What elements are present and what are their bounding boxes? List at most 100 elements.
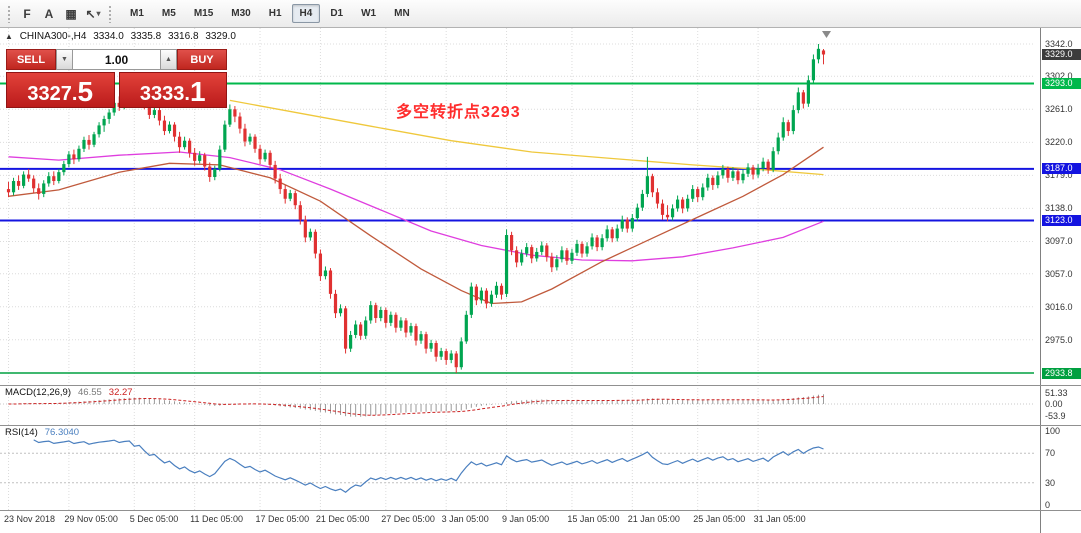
buy-button[interactable]: BUY — [177, 49, 227, 70]
candle-body — [459, 341, 463, 368]
timeframe-button-d1[interactable]: D1 — [330, 8, 344, 19]
candle-body — [243, 128, 247, 142]
volume-input[interactable]: 1.00 — [73, 49, 160, 70]
one-click-trade-panel: SELL ▼ 1.00 ▲ BUY 3327. 5 3333. 1 — [6, 49, 227, 108]
chart-shift-marker — [822, 31, 831, 38]
timeframe-button-mn[interactable]: MN — [394, 8, 410, 19]
candle-body — [595, 237, 599, 248]
candle-body — [313, 231, 317, 254]
price-axis[interactable]: 3342.0 3302.0 3261.0 3220.0 3179.0 3138.0 3097… — [1040, 28, 1081, 533]
symbol-period-label: CHINA300-,H4 — [19, 31, 87, 42]
candle-body — [706, 177, 710, 188]
candle-body — [374, 305, 378, 319]
timeframe-button-w1[interactable]: W1 — [361, 8, 377, 19]
macd-panel-canvas[interactable] — [0, 385, 1040, 425]
time-axis-label: 29 Nov 05:00 — [64, 514, 118, 524]
candle-body — [193, 152, 197, 161]
ask-price-display[interactable]: 3333. 1 — [118, 72, 227, 108]
rsi-label: RSI(14) 76.3040 — [5, 427, 79, 438]
candle-body — [384, 309, 388, 323]
macd-main-value: 46.55 — [78, 387, 102, 398]
candle-body — [82, 139, 86, 149]
timeframe-button-m15[interactable]: M15 — [193, 8, 214, 19]
sell-button[interactable]: SELL — [6, 49, 56, 70]
rsi-axis-label: 0 — [1045, 500, 1051, 510]
candle-body — [479, 290, 483, 301]
candle-body — [167, 124, 172, 132]
timeframe-button-m5[interactable]: M5 — [161, 8, 176, 19]
arrow-tools-button[interactable]: ↖ ▾ — [82, 3, 104, 25]
candle-body — [303, 219, 307, 238]
candle-body — [821, 50, 826, 55]
price-axis-label: 3179.0 — [1045, 170, 1073, 181]
candle-body — [736, 171, 740, 181]
macd-axis-label: 0.00 — [1045, 399, 1063, 409]
toolbar: F A ▦ ↖ ▾ M1 M5 M15 M30 H1 H4 D1 W1 MN — [0, 0, 1081, 28]
ma-medium-magenta — [8, 151, 824, 262]
text-label-icon: A — [44, 6, 54, 21]
candle-body — [484, 290, 489, 304]
candle-body — [731, 171, 735, 178]
candle-body — [535, 251, 539, 259]
macd-name: MACD(12,26,9) — [5, 387, 71, 398]
candle-body — [776, 137, 780, 152]
price-axis-label: 2975.0 — [1045, 334, 1073, 345]
timeframe-toolbar: M1 M5 M15 M30 H1 H4 D1 W1 MN — [121, 4, 419, 23]
candle-body — [152, 110, 157, 115]
candle-body — [560, 250, 564, 260]
timeframe-button-m1[interactable]: M1 — [130, 8, 144, 19]
candle-body — [449, 353, 453, 360]
bid-price-pip: 5 — [77, 76, 94, 108]
candle-body — [565, 250, 569, 261]
candle-body — [409, 326, 413, 333]
candle-body — [172, 124, 177, 137]
rsi-axis-label: 70 — [1045, 448, 1056, 459]
macd-axis-label: -53.9 — [1045, 410, 1066, 421]
candle-body — [494, 285, 499, 295]
panel-separator[interactable] — [0, 510, 1081, 511]
toolbar-grip[interactable] — [7, 4, 12, 23]
candle-body — [62, 164, 66, 173]
candle-body — [268, 152, 272, 165]
candle-body — [525, 247, 529, 254]
candle-body — [580, 243, 584, 254]
candle-body — [691, 189, 695, 199]
time-axis-label: 3 Jan 05:00 — [441, 514, 489, 524]
candle-body — [711, 177, 715, 186]
timeframe-button-h1[interactable]: H1 — [268, 8, 282, 19]
volume-increase-button[interactable]: ▲ — [160, 49, 177, 70]
time-axis[interactable]: 23 Nov 2018 29 Nov 05:00 5 Dec 05:00 11 Dec… — [0, 510, 1040, 533]
panel-separator[interactable] — [0, 385, 1081, 386]
bid-price-display[interactable]: 3327. 5 — [6, 72, 115, 108]
ask-price-main: 3333. — [139, 83, 190, 105]
candle-body — [811, 59, 816, 81]
trade-panel-toggle-icon[interactable]: ▲ — [5, 32, 13, 41]
price-axis-label: 3138.0 — [1045, 203, 1073, 214]
candle-body — [741, 173, 745, 181]
text-label-tool-button[interactable]: A — [38, 3, 60, 25]
time-axis-label: 5 Dec 05:00 — [129, 514, 179, 524]
time-axis-label: 21 Dec 05:00 — [315, 514, 370, 524]
toolbar-grip-2[interactable] — [108, 4, 113, 23]
price-axis-label: 3261.0 — [1045, 104, 1073, 115]
candle-body — [806, 80, 810, 104]
candle-body — [67, 154, 71, 165]
price-tag: 3187.0 — [1042, 163, 1081, 175]
candle-body — [575, 243, 579, 253]
rsi-value: 76.3040 — [44, 427, 80, 438]
candle-body — [439, 351, 443, 357]
ohlc-open: 3334.0 — [93, 31, 124, 42]
candle-body — [816, 48, 821, 60]
candle-body — [328, 270, 333, 294]
rsi-panel-canvas[interactable] — [0, 425, 1040, 510]
objects-list-button[interactable]: ▦ — [60, 3, 82, 25]
candle-body — [343, 308, 348, 349]
volume-decrease-button[interactable]: ▼ — [56, 49, 73, 70]
fibonacci-tool-button[interactable]: F — [16, 3, 38, 25]
timeframe-button-m30[interactable]: M30 — [231, 8, 251, 19]
candle-body — [248, 136, 252, 142]
candle-body — [16, 181, 21, 186]
candle-body — [781, 122, 785, 138]
panel-separator[interactable] — [0, 425, 1081, 426]
timeframe-button-h4[interactable]: H4 — [291, 4, 321, 23]
